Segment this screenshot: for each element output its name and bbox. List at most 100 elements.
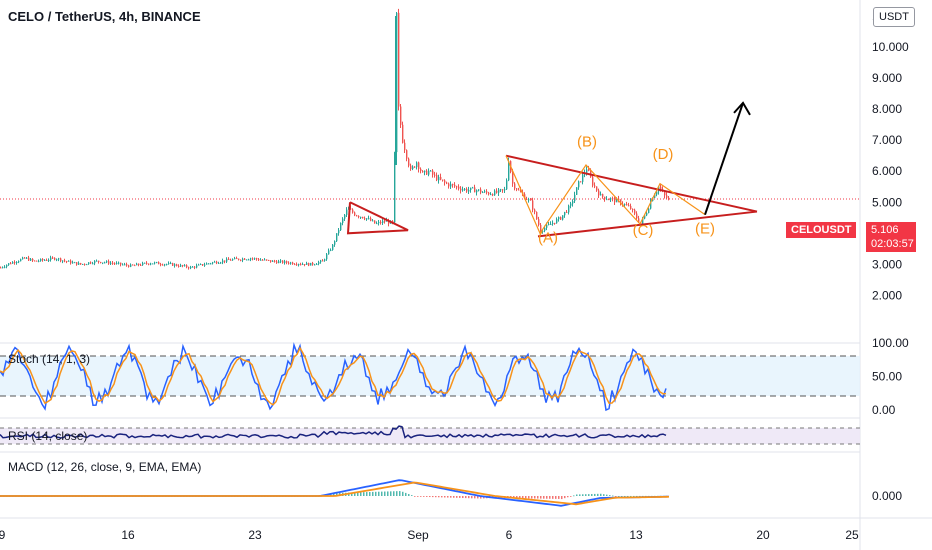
candle-body: [412, 166, 414, 169]
candle-body: [574, 194, 576, 202]
candle-body: [578, 181, 580, 188]
candle-body: [404, 142, 406, 151]
candle-body: [242, 258, 244, 261]
macd-histogram-bar: [393, 491, 395, 496]
stoch-lines: [0, 342, 667, 412]
pattern-drawings[interactable]: [346, 101, 758, 238]
candle-body: [224, 260, 226, 262]
candle-body: [606, 199, 608, 201]
macd-histogram-bar: [564, 496, 566, 499]
macd-histogram-bar: [558, 496, 560, 499]
candle-body: [268, 259, 270, 261]
candle-body: [104, 262, 106, 264]
candle-body: [600, 194, 602, 196]
candle-body: [490, 194, 492, 196]
macd-lines: [0, 479, 670, 507]
candle-body: [260, 259, 262, 261]
macd-tick-label: 0.000: [872, 489, 902, 503]
arrow-shaft: [704, 102, 744, 215]
candle-body: [296, 264, 298, 266]
candle-body: [138, 263, 140, 265]
x-tick-label: Sep: [407, 528, 429, 542]
candle-body: [466, 188, 468, 192]
candle-body: [330, 249, 332, 251]
macd-histogram-bar: [429, 496, 431, 498]
candle-body: [546, 224, 548, 228]
candle-body: [354, 212, 356, 216]
candle-body: [14, 262, 16, 264]
candle-body: [458, 186, 460, 189]
candle-body: [420, 168, 422, 171]
candle-body: [192, 266, 194, 268]
candle-body: [12, 262, 14, 264]
candle-body: [148, 263, 150, 265]
macd-histogram-bar: [588, 494, 590, 496]
candle-body: [16, 262, 18, 264]
currency-button[interactable]: USDT: [873, 7, 915, 27]
candle-body: [200, 264, 202, 266]
candle-body: [538, 219, 540, 225]
candle-body: [656, 191, 658, 195]
candlestick-series: [0, 8, 670, 270]
candle-body: [620, 199, 622, 204]
candle-body: [272, 260, 274, 262]
wave-label: (B): [577, 133, 597, 150]
candle-body: [240, 259, 242, 261]
candle-body: [368, 218, 370, 220]
candle-body: [628, 205, 630, 207]
stoch-label[interactable]: Stoch (14, 1, 3): [8, 352, 90, 366]
time-axis[interactable]: 9 16 23 Sep 6 13 20 25: [0, 528, 859, 542]
candle-body: [164, 264, 166, 266]
macd-histogram-bar: [405, 492, 407, 496]
candle-body: [648, 208, 650, 213]
candle-body: [176, 264, 178, 266]
macd-label[interactable]: MACD (12, 26, close, 9, EMA, EMA): [8, 460, 201, 474]
macd-histogram-bar: [561, 496, 563, 500]
candle-body: [666, 195, 668, 198]
candle-body: [426, 170, 428, 175]
rsi-label[interactable]: RSI (14, close): [8, 429, 87, 443]
candle-body: [290, 262, 292, 264]
macd-histogram-bar: [441, 496, 443, 498]
candle-body: [580, 181, 582, 183]
candle-body: [84, 263, 86, 265]
candle-body: [322, 260, 324, 262]
candle-body: [302, 264, 304, 266]
candle-body: [298, 264, 300, 266]
candle-body: [416, 162, 418, 168]
candle-body: [274, 260, 276, 262]
candle-body: [316, 263, 318, 265]
candle-body: [602, 194, 604, 197]
macd-histogram-bar: [636, 495, 638, 497]
macd-histogram-bar: [528, 496, 530, 499]
candle-body: [524, 194, 526, 199]
candle-body: [454, 184, 456, 187]
candle-body: [568, 205, 570, 213]
candle-body: [634, 209, 636, 214]
candle-body: [244, 258, 246, 260]
candle-body: [20, 259, 22, 262]
candle-body: [140, 264, 142, 266]
y-tick-label: 3.000: [872, 257, 902, 271]
price-axis[interactable]: 2.0003.0004.0005.0006.0007.0008.0009.000…: [872, 9, 909, 302]
macd-histogram-bar: [384, 491, 386, 496]
macd-histogram-bar: [363, 492, 365, 496]
macd-histogram-bar: [402, 491, 404, 496]
candle-body: [288, 262, 290, 264]
rsi-line: [0, 425, 667, 439]
candle-body: [312, 262, 314, 265]
macd-histogram-bar: [444, 496, 446, 498]
candle-body: [22, 257, 24, 260]
triangle-lower-trendline: [537, 210, 758, 238]
candle-body: [642, 218, 644, 225]
candle-body: [228, 258, 230, 260]
chart-title[interactable]: CELO / TetherUS, 4h, BINANCE: [8, 9, 201, 24]
candle-body: [96, 260, 98, 262]
candle-body: [226, 258, 228, 262]
candle-body: [112, 262, 114, 264]
candle-body: [116, 262, 118, 264]
candle-body: [536, 212, 538, 220]
candle-body: [2, 267, 4, 269]
candle-body: [282, 260, 284, 263]
